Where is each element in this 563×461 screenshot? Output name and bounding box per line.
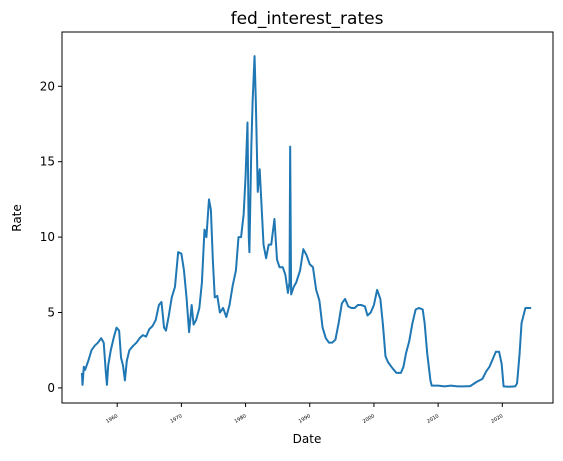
x-axis-label: Date <box>293 432 322 446</box>
x-tick-label: 1990 <box>298 413 312 425</box>
y-tick-label: 5 <box>47 306 55 320</box>
y-axis-label: Rate <box>10 204 24 232</box>
data-line <box>80 55 532 388</box>
y-tick-label: 15 <box>40 155 55 169</box>
x-tick-label: 2010 <box>426 413 440 425</box>
x-tick-label: 1970 <box>169 413 183 425</box>
x-tick-label: 1980 <box>234 413 248 425</box>
y-tick-label: 10 <box>40 230 55 244</box>
y-tick-label: 20 <box>40 79 55 93</box>
x-tick-label: 2000 <box>362 413 376 425</box>
x-tick-label: 2020 <box>490 413 504 425</box>
y-tick-label: 0 <box>47 381 55 395</box>
x-tick-label: 1960 <box>105 413 119 425</box>
plot-frame <box>61 31 554 404</box>
chart-title: fed_interest_rates <box>231 9 384 29</box>
